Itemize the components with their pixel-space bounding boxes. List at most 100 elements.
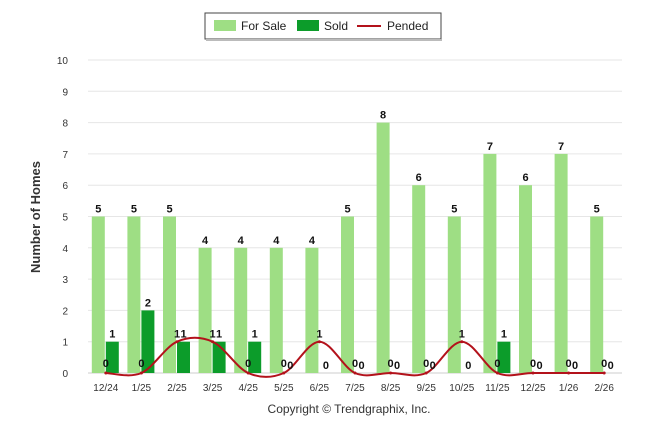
for-sale-value-label: 4 [238,235,245,247]
legend-label-for-sale: For Sale [241,19,287,33]
pended-value-label: 0 [245,358,251,370]
sold-value-label: 0 [572,360,578,372]
sold-value-label: 0 [608,360,614,372]
pended-point [175,340,179,344]
sold-bar [248,341,262,373]
pended-point [495,371,499,375]
for-sale-value-label: 8 [380,110,386,122]
x-tick-label: 6/25 [310,383,330,394]
for-sale-value-label: 7 [487,141,493,153]
sold-value-label: 2 [145,297,151,309]
for-sale-bar [91,216,105,373]
for-sale-bar [305,247,319,373]
for-sale-value-label: 5 [594,204,600,216]
pended-value-label: 0 [138,358,144,370]
pended-point [389,371,393,375]
pended-value-label: 0 [530,358,536,370]
x-tick-label: 8/25 [381,383,401,394]
for-sale-value-label: 4 [202,235,209,247]
data-labels: 5105205114114104004015008006005017106007… [95,110,614,372]
y-tick-label: 0 [62,369,68,380]
copyright-credit: Copyright © Trendgraphix, Inc. [268,402,431,416]
sold-value-label: 0 [394,360,400,372]
x-tick-label: 10/25 [449,383,474,394]
y-tick-label: 5 [62,213,68,224]
y-tick-label: 4 [62,244,68,255]
for-sale-value-label: 5 [95,204,101,216]
sold-bar [141,310,155,373]
sold-value-label: 0 [430,360,436,372]
for-sale-bar [376,122,390,373]
y-axis-title: Number of Homes [28,161,43,273]
pended-point [246,371,250,375]
for-sale-value-label: 5 [131,204,137,216]
pended-point [353,371,357,375]
for-sale-value-label: 5 [451,204,457,216]
x-tick-label: 3/25 [203,383,223,394]
legend-swatch-sold [297,20,319,31]
for-sale-bar [234,247,248,373]
sold-value-label: 0 [536,360,542,372]
sold-value-label: 0 [287,360,293,372]
for-sale-value-label: 4 [309,235,316,247]
x-tick-label: 5/25 [274,383,294,394]
x-tick-label: 2/26 [594,383,614,394]
sold-value-label: 1 [216,329,222,341]
sold-value-label: 1 [109,329,115,341]
for-sale-value-label: 5 [344,204,350,216]
for-sale-bar [341,216,354,373]
y-tick-label: 6 [62,181,68,192]
pended-point [531,371,535,375]
x-tick-label: 12/24 [93,383,118,394]
x-tick-label: 9/25 [416,383,436,394]
sold-value-label: 0 [323,360,329,372]
sold-value-label: 1 [252,329,258,341]
pended-value-label: 0 [601,358,607,370]
sold-bars [105,310,511,373]
for-sale-value-label: 4 [273,235,280,247]
for-sale-bar [412,185,426,373]
for-sale-value-label: 6 [522,172,528,184]
y-tick-label: 2 [62,306,68,317]
pended-point [282,371,286,375]
for-sale-bar [590,216,604,373]
y-tick-label: 1 [62,338,68,349]
pended-value-label: 0 [352,358,358,370]
sold-value-label: 1 [501,329,507,341]
x-tick-label: 2/25 [167,383,187,394]
pended-value-label: 1 [459,329,465,341]
pended-value-label: 0 [388,358,394,370]
for-sale-value-label: 5 [166,204,172,216]
x-axis-ticks: 12/24 1/25 2/25 3/25 4/25 5/25 6/25 7/25 8/25 9/2… [93,383,614,394]
sold-bar [497,341,511,373]
pended-point [424,371,428,375]
for-sale-bar [127,216,141,373]
pended-value-label: 1 [174,329,180,341]
legend: For Sale Sold Pended [204,12,442,41]
legend-label-sold: Sold [324,19,348,33]
y-tick-label: 8 [62,119,68,130]
sold-value-label: 0 [465,360,471,372]
legend-box [204,12,442,40]
x-tick-label: 1/25 [132,383,152,394]
y-tick-label: 9 [62,87,68,98]
pended-point [317,340,321,344]
y-tick-label: 3 [62,275,68,286]
legend-label-pended: Pended [387,19,428,33]
pended-point [602,371,606,375]
x-tick-label: 7/25 [345,383,365,394]
y-axis-ticks: 0 1 2 3 4 5 6 7 8 9 10 [57,56,69,380]
pended-value-label: 1 [316,329,322,341]
for-sale-value-label: 6 [416,172,422,184]
for-sale-value-label: 7 [558,141,564,153]
pended-value-label: 0 [494,358,500,370]
sold-bar [105,341,119,373]
x-tick-label: 11/25 [485,383,510,394]
sold-bar [177,341,190,373]
pended-value-label: 0 [423,358,429,370]
pended-point [460,340,464,344]
sold-value-label: 1 [180,329,186,341]
for-sale-bar [163,216,176,373]
pended-value-label: 1 [210,329,216,341]
